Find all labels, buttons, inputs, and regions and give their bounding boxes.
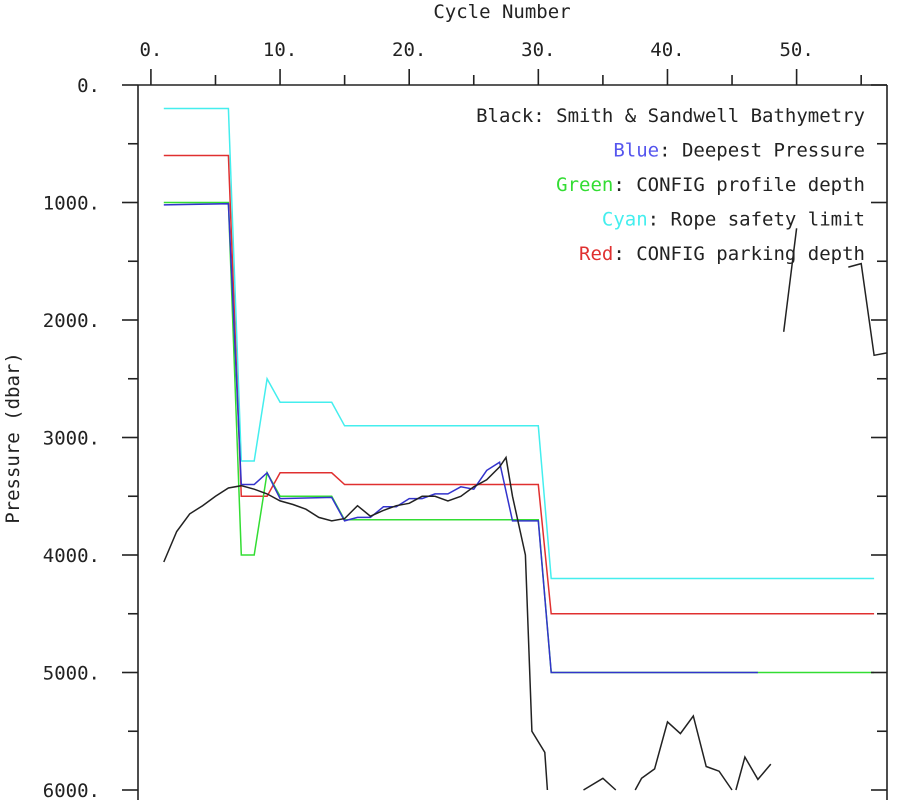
legend-description: : Deepest Pressure — [659, 140, 865, 162]
legend-color-word: Cyan — [602, 209, 648, 231]
y-tick-label: 0. — [77, 75, 100, 97]
series-line-red — [163, 154, 875, 615]
legend-color-word: Blue — [613, 140, 659, 162]
legend-description: : CONFIG profile depth — [613, 174, 865, 196]
legend-entry: Blue: Deepest Pressure — [613, 140, 865, 162]
series-line-black-right-1 — [782, 228, 798, 332]
legend-entry: Red: CONFIG parking depth — [579, 243, 865, 265]
plot-frame — [137, 84, 888, 800]
series-line-blue — [163, 202, 758, 674]
x-tick-label: 30. — [521, 39, 555, 61]
y-tick-label: 6000. — [43, 780, 100, 800]
x-tick-label: 40. — [650, 39, 684, 61]
series-line-green — [163, 201, 875, 674]
x-tick-label: 0. — [139, 39, 162, 61]
series-layer — [163, 107, 888, 791]
legend-description: : Smith & Sandwell Bathymetry — [533, 105, 865, 127]
legend-color-word: Black — [476, 105, 534, 127]
ticks-layer: 0. 10. 20. 30. 40. 50. 0. 1000. 2000. 3000. 4000. 5… — [43, 39, 887, 800]
series-line-black-bottom — [583, 777, 617, 791]
series-line-black-right-2 — [848, 262, 888, 357]
legend-color-word: Red — [579, 243, 613, 265]
series-line-black-bottom-2 — [634, 714, 733, 791]
y-tick-label: 1000. — [43, 193, 100, 215]
y-axis-title: Pressure (dbar) — [2, 352, 24, 524]
x-tick-label: 20. — [392, 39, 426, 61]
legend-entry: Green: CONFIG profile depth — [556, 174, 865, 196]
series-line-black-bottom-3 — [735, 755, 772, 791]
legend-entry: Cyan: Rope safety limit — [602, 209, 865, 231]
legend-description: : CONFIG parking depth — [613, 243, 865, 265]
series-line-black-main — [163, 455, 549, 791]
legend: Black: Smith & Sandwell BathymetryBlue: … — [476, 105, 865, 265]
legend-color-word: Green — [556, 174, 613, 196]
series-line-cyan — [163, 107, 875, 580]
y-tick-label: 2000. — [43, 310, 100, 332]
y-tick-label: 3000. — [43, 428, 100, 450]
x-tick-label: 10. — [263, 39, 297, 61]
legend-description: : Rope safety limit — [648, 209, 865, 231]
x-tick-label: 50. — [779, 39, 813, 61]
y-tick-label: 4000. — [43, 545, 100, 567]
legend-entry: Black: Smith & Sandwell Bathymetry — [476, 105, 865, 127]
y-tick-label: 5000. — [43, 663, 100, 685]
x-axis-title: Cycle Number — [433, 1, 570, 23]
